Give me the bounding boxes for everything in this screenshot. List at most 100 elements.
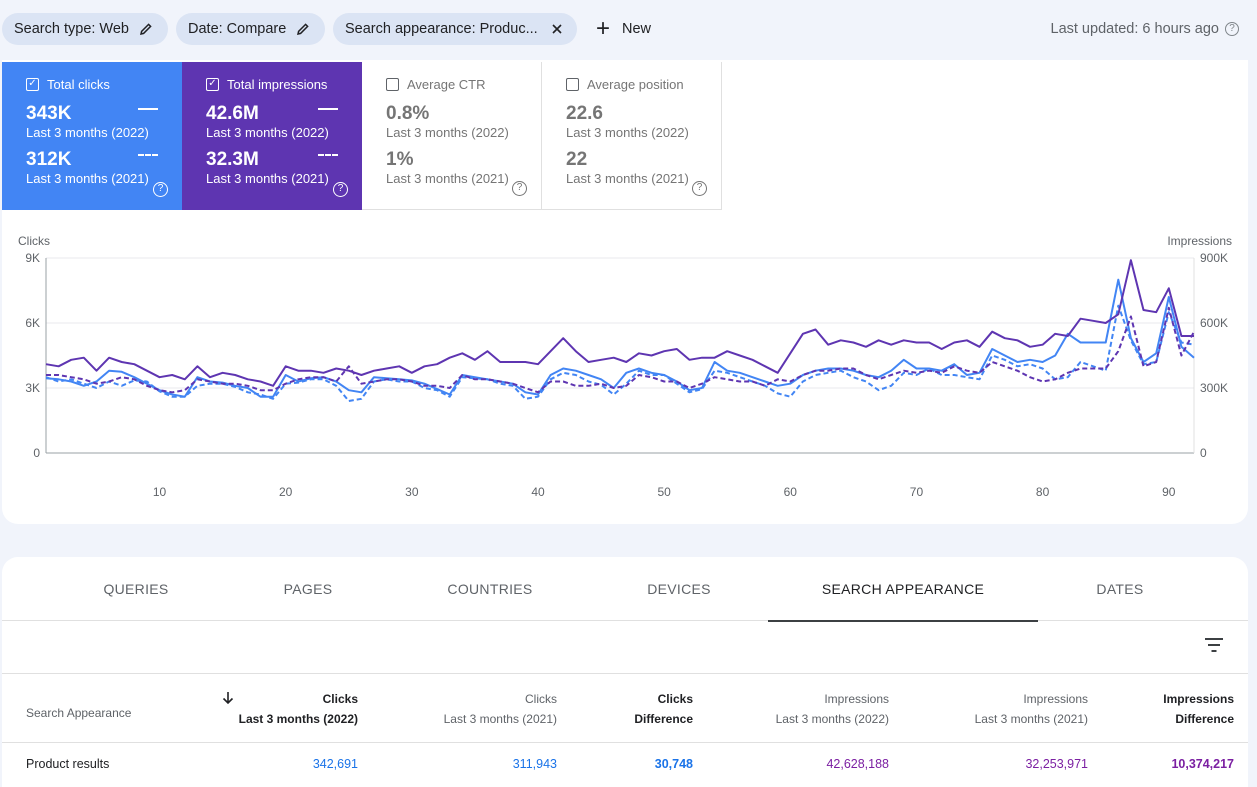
metric-value-current: 42.6M	[206, 103, 259, 124]
column-subtitle: Difference	[1175, 712, 1234, 726]
last-updated-text: Last updated: 6 hours ago	[1050, 21, 1220, 37]
checkbox-unchecked-icon[interactable]	[386, 77, 399, 91]
tab-dates[interactable]: DATES	[1068, 557, 1172, 621]
checkbox-checked-icon[interactable]: ✓	[26, 77, 39, 91]
y-left-tick-label: 0	[33, 446, 40, 460]
metric-total-impressions[interactable]: ✓ Total impressions 42.6M Last 3 months (…	[182, 62, 362, 210]
help-icon[interactable]: ?	[333, 182, 348, 197]
sort-arrow-down-icon[interactable]	[222, 691, 234, 705]
cell-clicks-2022: 342,691	[312, 757, 358, 771]
y-right-tick-label: 0	[1200, 446, 1207, 460]
x-tick-label: 30	[405, 485, 419, 499]
filter-chip-date[interactable]: Date: Compare	[176, 13, 325, 45]
column-title: Impressions	[824, 692, 889, 706]
pencil-icon[interactable]	[139, 22, 153, 36]
tab-queries[interactable]: QUERIES	[72, 557, 200, 621]
y-axis-left-title: Clicks	[18, 234, 50, 248]
column-subtitle: Last 3 months (2021)	[974, 712, 1088, 726]
cell-impressions-2022: 42,628,188	[826, 757, 889, 771]
x-tick-label: 70	[910, 485, 924, 499]
new-label: New	[622, 21, 652, 37]
help-icon[interactable]: ?	[1225, 22, 1239, 37]
column-header-clicks-difference[interactable]: Clicks Difference	[634, 689, 693, 729]
table-card: QUERIES PAGES COUNTRIES DEVICES SEARCH A…	[2, 557, 1248, 787]
chip-label: Date: Compare	[188, 21, 287, 37]
y-axis-right-title: Impressions	[1167, 234, 1232, 248]
tab-countries[interactable]: COUNTRIES	[422, 557, 558, 621]
new-filter-button[interactable]: + New	[596, 13, 651, 45]
metric-average-position[interactable]: Average position 22.6 Last 3 months (202…	[542, 62, 722, 210]
chip-label: Search appearance: Produc...	[345, 21, 538, 37]
solid-line-legend	[138, 108, 158, 110]
metric-period-current: Last 3 months (2022)	[206, 125, 329, 140]
column-title: Impressions	[1023, 692, 1088, 706]
metric-average-ctr[interactable]: Average CTR 0.8% Last 3 months (2022) 1%…	[362, 62, 542, 210]
metric-period-previous: Last 3 months (2021)	[386, 171, 509, 186]
chart-plot[interactable]: 0 0 3K 300K 6K 600K 9K 900K 10 20 30 40 50 60 70 80 90	[2, 232, 1248, 522]
column-title: Clicks	[322, 692, 358, 706]
metric-value-current: 0.8%	[386, 103, 430, 124]
x-tick-label: 20	[279, 485, 293, 499]
cell-clicks-difference: 30,748	[654, 757, 693, 771]
tab-pages[interactable]: PAGES	[252, 557, 364, 621]
metric-label: Average CTR	[407, 76, 486, 92]
column-header-impressions-difference[interactable]: Impressions Difference	[1163, 689, 1234, 729]
cell-clicks-2021: 311,943	[512, 757, 557, 771]
column-title: Search Appearance	[26, 706, 132, 720]
close-icon[interactable]	[550, 22, 564, 36]
last-updated: Last updated: 6 hours ago?	[1050, 21, 1239, 37]
x-tick-label: 10	[153, 485, 167, 499]
x-tick-label: 60	[784, 485, 798, 499]
metric-total-clicks[interactable]: ✓ Total clicks 343K Last 3 months (2022) …	[2, 62, 182, 210]
column-header-impressions-2021[interactable]: Impressions Last 3 months (2021)	[975, 689, 1088, 729]
cell-impressions-2021: 32,253,971	[1025, 757, 1088, 771]
tab-search-appearance[interactable]: SEARCH APPEARANCE	[768, 557, 1038, 622]
tab-devices[interactable]: DEVICES	[622, 557, 736, 621]
filter-bar: Search type: Web Date: Compare Search ap…	[0, 0, 1257, 60]
cell-impressions-difference: 10,374,217	[1171, 757, 1234, 771]
metric-value-current: 343K	[26, 103, 72, 124]
pencil-icon[interactable]	[296, 22, 310, 36]
y-right-tick-label: 600K	[1200, 316, 1228, 330]
filter-chip-search-appearance[interactable]: Search appearance: Produc...	[333, 13, 577, 45]
column-header-impressions-2022[interactable]: Impressions Last 3 months (2022)	[776, 689, 889, 729]
checkbox-checked-icon[interactable]: ✓	[206, 77, 219, 91]
help-icon[interactable]: ?	[153, 182, 168, 197]
series-line	[45, 278, 1195, 398]
tab-label: PAGES	[283, 581, 333, 597]
metric-value-previous: 32.3M	[206, 149, 259, 170]
column-header-clicks-2022[interactable]: Clicks Last 3 months (2022)	[239, 689, 358, 729]
metric-value-previous: 312K	[26, 149, 72, 170]
x-tick-label: 90	[1162, 485, 1176, 499]
help-icon[interactable]: ?	[512, 181, 527, 196]
table-row-divider	[2, 742, 1248, 743]
cell-search-appearance: Product results	[26, 757, 110, 771]
dashed-line-legend	[138, 154, 158, 156]
tab-label: DATES	[1096, 581, 1144, 597]
y-left-tick-label: 3K	[25, 381, 40, 395]
metric-label: Average position	[587, 76, 684, 92]
x-tick-label: 40	[531, 485, 545, 499]
metric-value-current: 22.6	[566, 103, 603, 124]
x-tick-label: 50	[657, 485, 671, 499]
filter-chip-search-type[interactable]: Search type: Web	[2, 13, 168, 45]
metric-period-previous: Last 3 months (2021)	[566, 171, 689, 186]
table-header-divider	[2, 673, 1248, 674]
column-subtitle: Difference	[634, 712, 693, 726]
help-icon[interactable]: ?	[692, 181, 707, 196]
column-header-clicks-2021[interactable]: Clicks Last 3 months (2021)	[444, 689, 557, 729]
metric-label: Total impressions	[227, 76, 328, 92]
column-subtitle: Last 3 months (2022)	[775, 712, 889, 726]
column-title: Clicks	[657, 692, 693, 706]
filter-icon[interactable]	[1204, 637, 1224, 653]
metric-period-previous: Last 3 months (2021)	[26, 171, 149, 186]
metric-period-previous: Last 3 months (2021)	[206, 171, 329, 186]
column-title: Clicks	[525, 692, 557, 706]
series-line	[46, 306, 1195, 394]
y-right-tick-label: 300K	[1200, 381, 1228, 395]
performance-chart[interactable]: Clicks Impressions 0 0 3K 300K 6K 600K 9K 900K 1…	[2, 232, 1248, 522]
metric-label: Total clicks	[47, 76, 110, 92]
column-header-search-appearance[interactable]: Search Appearance	[26, 703, 131, 723]
column-subtitle: Last 3 months (2022)	[238, 712, 358, 726]
checkbox-unchecked-icon[interactable]	[566, 77, 579, 91]
